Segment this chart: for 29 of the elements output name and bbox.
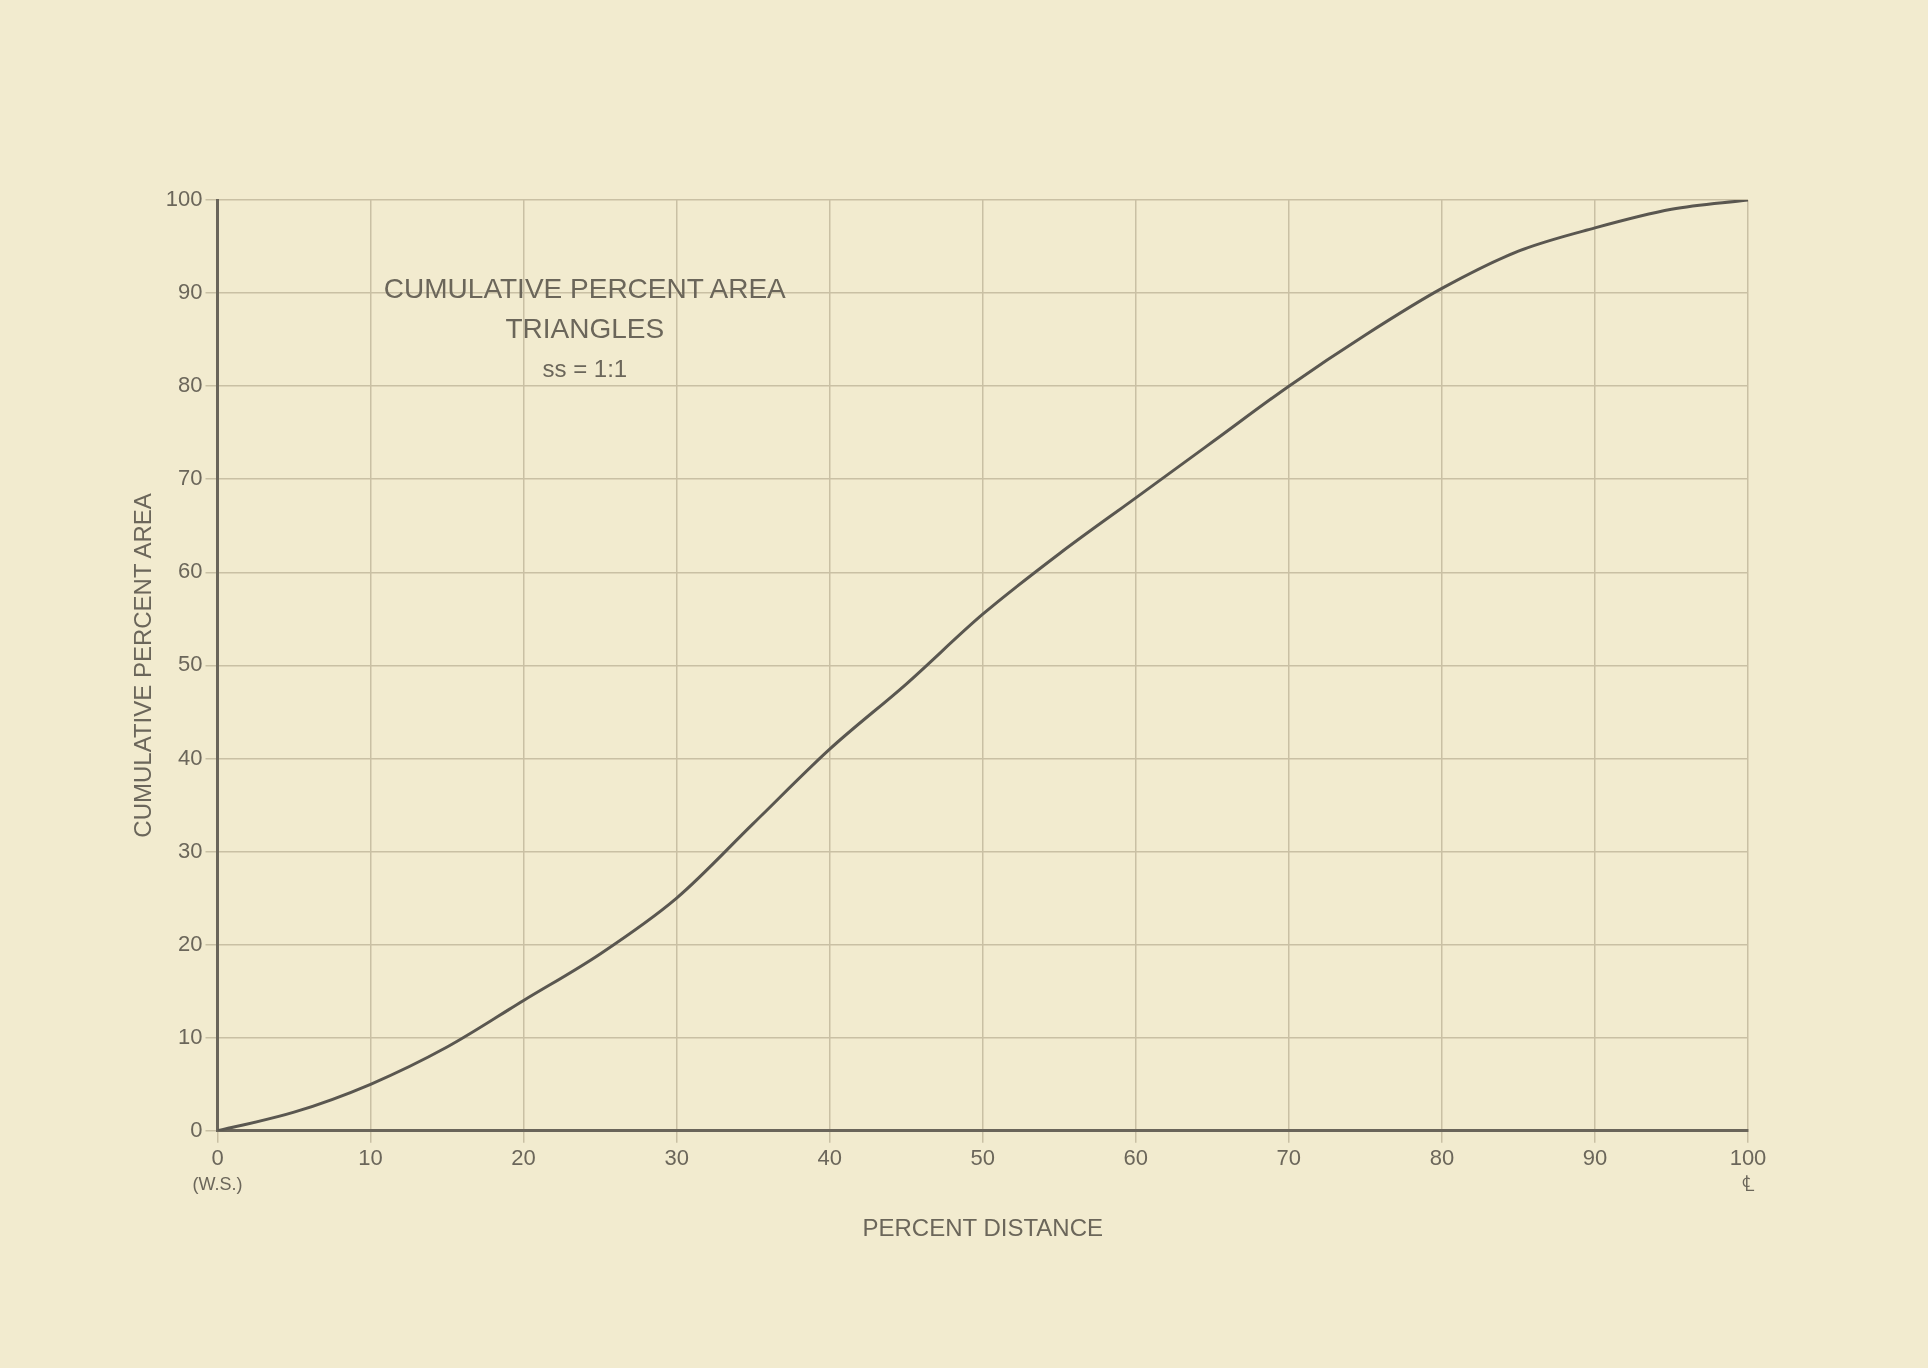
y-tick-label: 20 bbox=[178, 930, 203, 956]
y-tick-label: 10 bbox=[178, 1023, 203, 1049]
x-axis-title: PERCENT DISTANCE bbox=[862, 1214, 1103, 1242]
x-tick-label: 60 bbox=[1123, 1145, 1149, 1171]
x-tick-label: 20 bbox=[511, 1145, 536, 1171]
y-tick-label: 40 bbox=[178, 744, 203, 770]
text: (W.S.) bbox=[192, 1173, 243, 1194]
y-tick-label: 50 bbox=[178, 651, 203, 677]
x-tick-label: 80 bbox=[1429, 1145, 1455, 1171]
y-tick-label: 100 bbox=[165, 186, 203, 212]
text: CUMULATIVE PERCENT AREA bbox=[383, 272, 787, 304]
text: TRIANGLES bbox=[505, 312, 665, 344]
x-tick-label: 70 bbox=[1276, 1145, 1302, 1171]
x-tick-label: 30 bbox=[664, 1145, 689, 1171]
y-tick-label: 80 bbox=[178, 372, 203, 398]
y-axis-title: CUMULATIVE PERCENT AREA bbox=[129, 493, 157, 838]
x-tick-label: 90 bbox=[1582, 1145, 1608, 1171]
y-tick-label: 60 bbox=[178, 558, 203, 584]
y-tick-label: 70 bbox=[178, 465, 203, 491]
y-tick-label: 90 bbox=[178, 279, 203, 305]
x-tick-label: 100 bbox=[1729, 1145, 1767, 1171]
y-tick-label: 30 bbox=[178, 837, 203, 863]
x-tick-label: 10 bbox=[358, 1145, 383, 1171]
text: ℄ bbox=[1741, 1170, 1755, 1196]
y-tick-label: 0 bbox=[190, 1116, 203, 1142]
x-tick-label: 0 bbox=[211, 1145, 224, 1171]
x-tick-label: 40 bbox=[817, 1145, 842, 1171]
annotation: ss = 1:1 bbox=[542, 354, 628, 382]
x-tick-label: 50 bbox=[970, 1145, 995, 1171]
